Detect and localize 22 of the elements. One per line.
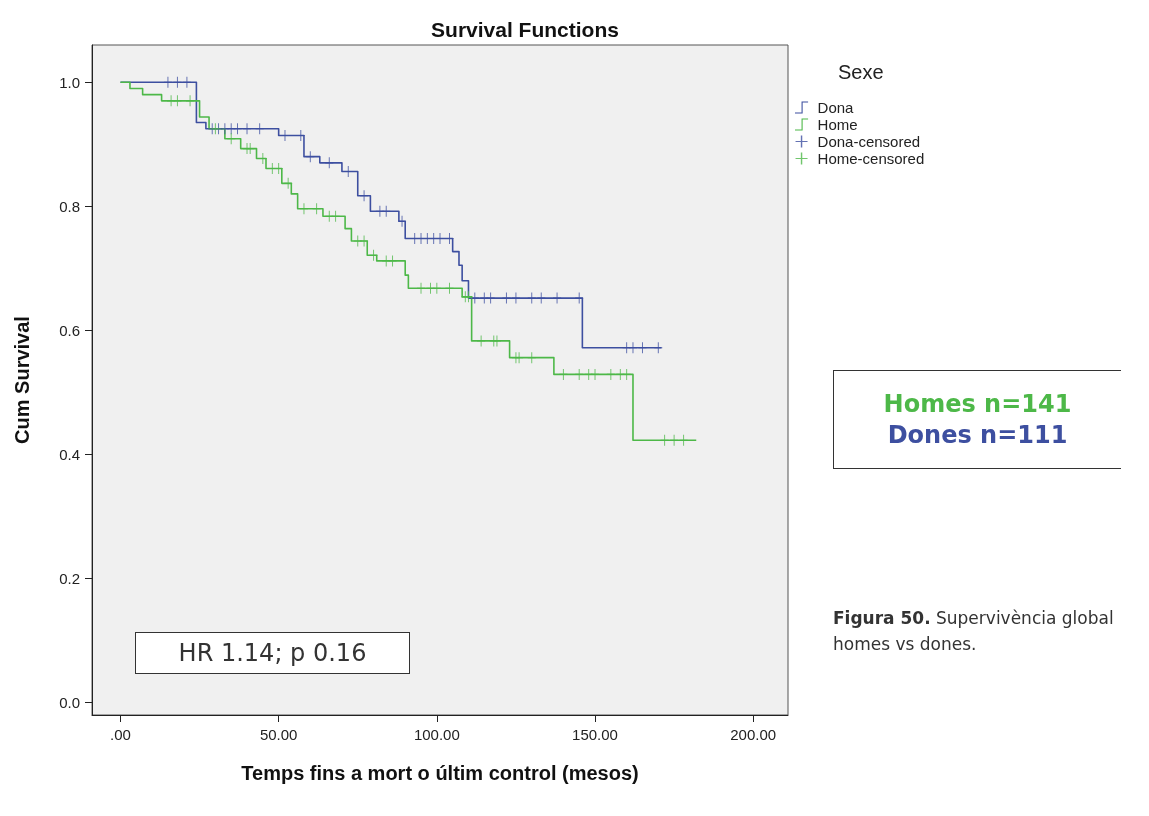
x-tick-label: .00 — [110, 726, 131, 743]
text: Figura 50. — [833, 608, 931, 628]
legend-label: Dona-censored — [817, 133, 921, 150]
legend-label: Dona — [817, 99, 855, 116]
legend-label: Home-censored — [817, 150, 925, 167]
x-tick-label: 200.00 — [730, 726, 777, 743]
y-tick-label: 1.0 — [59, 73, 80, 91]
chart-title: Survival Functions — [431, 18, 619, 41]
y-tick-label: 0.4 — [59, 445, 80, 463]
y-tick-label: 0.8 — [59, 197, 80, 215]
y-tick-label: 0.0 — [59, 694, 80, 712]
x-axis-title: Temps fins a mort o últim control (mesos) — [241, 762, 639, 784]
y-tick-label: 0.2 — [59, 570, 80, 588]
x-tick-label: 100.00 — [413, 726, 460, 743]
x-tick-label: 50.00 — [259, 726, 298, 743]
legend-label: Home — [817, 116, 858, 133]
y-axis-title: Cum Survival — [11, 316, 33, 444]
text-box: HR 1.14; p 0.16 — [135, 632, 410, 674]
legend-title: Sexe — [838, 61, 884, 83]
x-tick-label: 150.00 — [572, 726, 618, 743]
text-box: Homes n=141 Dones n=111 — [833, 370, 1121, 469]
y-tick-label: 0.6 — [59, 321, 80, 339]
